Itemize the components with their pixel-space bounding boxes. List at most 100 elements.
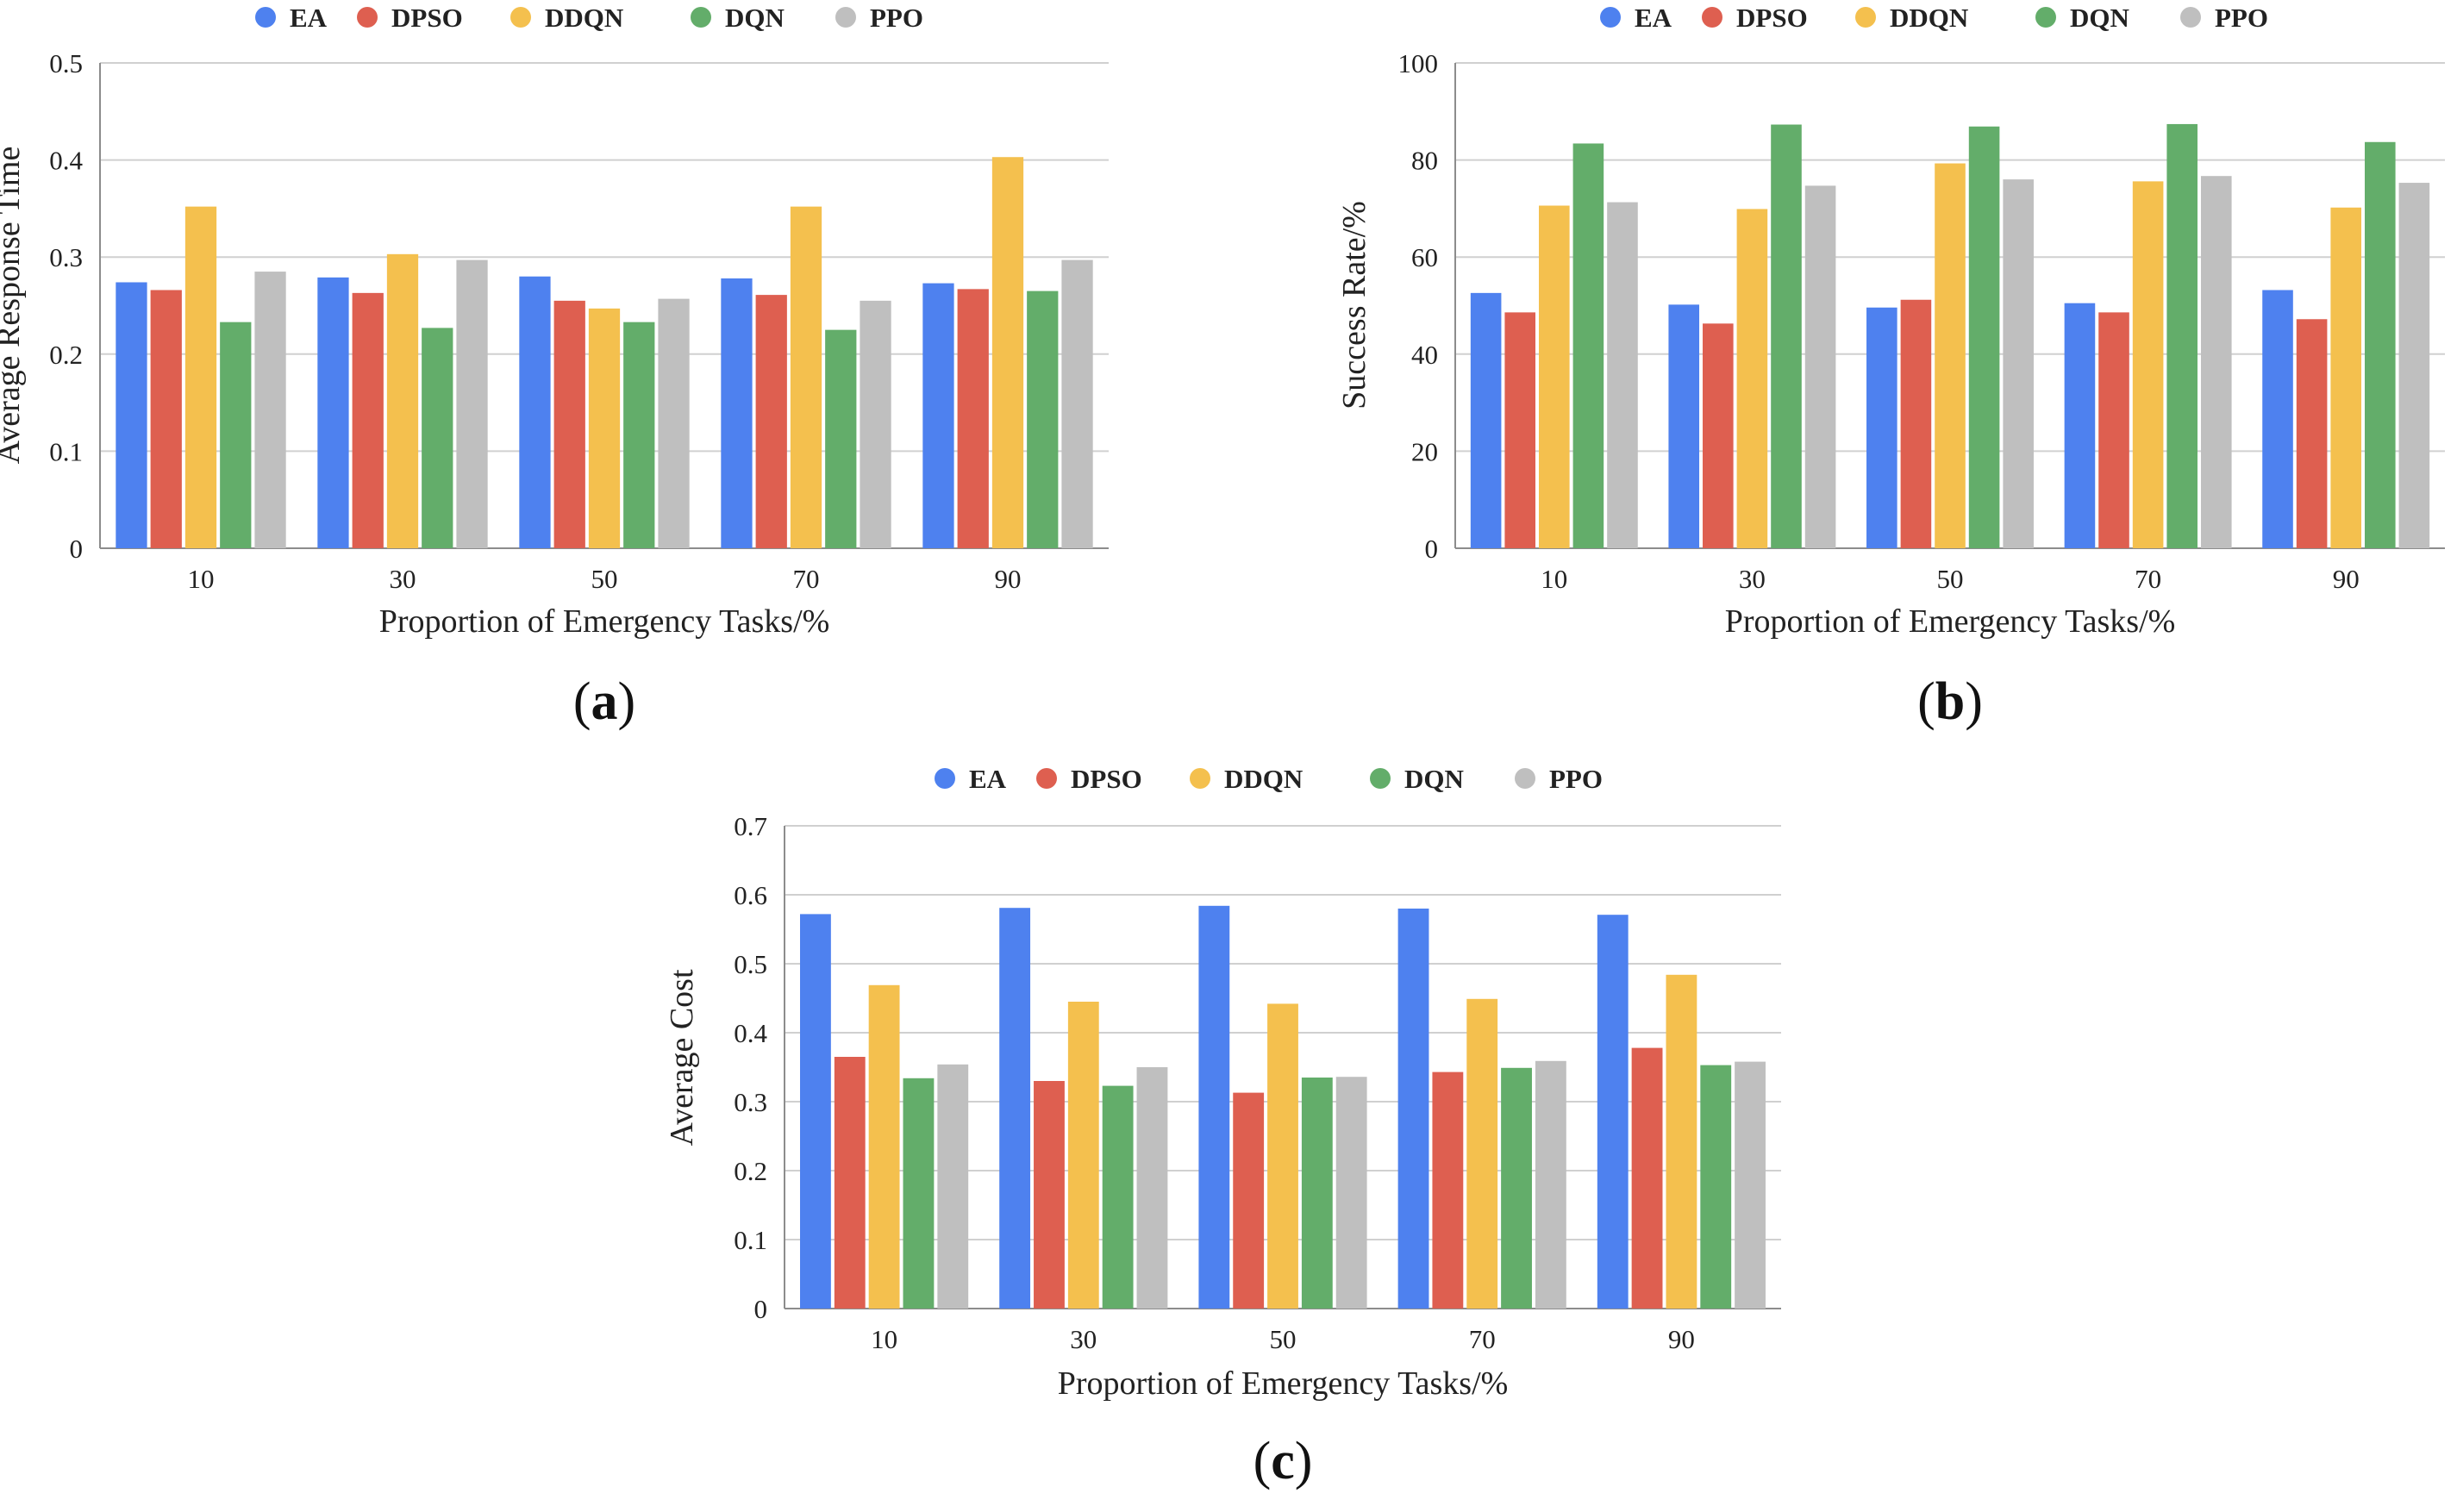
legend-label-dpso: DPSO: [1071, 764, 1142, 794]
x-tick-label: 10: [188, 564, 215, 594]
bar-ppo-50: [658, 298, 690, 548]
legend-marker-dpso: [1702, 7, 1722, 28]
y-tick-label: 0.1: [734, 1225, 767, 1255]
y-tick-label: 80: [1411, 146, 1438, 176]
bar-dqn-70: [1501, 1067, 1532, 1309]
bar-dpso-90: [2296, 319, 2328, 548]
legend-marker-dqn: [2035, 7, 2056, 28]
x-tick-label: 10: [871, 1324, 897, 1354]
legend-marker-dpso: [1036, 768, 1057, 789]
y-tick-label: 0.6: [734, 880, 767, 910]
x-tick-label: 50: [591, 564, 618, 594]
bar-ea-10: [800, 914, 831, 1309]
bar-ppo-30: [456, 259, 488, 548]
bar-ddqn-50: [588, 308, 621, 548]
bar-ea-10: [1470, 292, 1502, 548]
bar-ddqn-10: [1539, 205, 1570, 548]
bar-ddqn-50: [1935, 163, 1966, 548]
x-axis-title: Proportion of Emergency Tasks/%: [379, 603, 830, 640]
x-tick-label: 70: [1469, 1324, 1496, 1354]
bar-ea-10: [116, 282, 147, 548]
bar-ddqn-90: [991, 157, 1024, 549]
panel-label-close-paren: ): [1295, 1432, 1313, 1490]
bar-ddqn-50: [1267, 1003, 1298, 1309]
y-axis-title: Average Response Time: [0, 147, 27, 465]
bar-dpso-90: [1631, 1047, 1663, 1309]
x-tick-label: 70: [793, 564, 820, 594]
legend-marker-ppo: [2180, 7, 2201, 28]
x-tick-label: 90: [1668, 1324, 1695, 1354]
bar-ppo-30: [1136, 1067, 1168, 1309]
bar-ppo-50: [2003, 179, 2034, 548]
bar-ea-50: [1866, 307, 1897, 548]
bar-ppo-70: [860, 300, 891, 548]
bar-dqn-30: [1771, 124, 1802, 548]
legend-label-dqn: DQN: [725, 3, 785, 33]
bar-dpso-70: [2098, 312, 2129, 548]
x-tick-label: 50: [1937, 564, 1964, 594]
bar-ppo-10: [1607, 202, 1638, 548]
x-tick-label: 90: [2333, 564, 2360, 594]
legend: EA DPSO DDQN DQN PPO: [255, 3, 923, 33]
x-tick-label: 30: [1070, 1324, 1097, 1354]
legend-marker-dqn: [1370, 768, 1391, 789]
legend-label-ea: EA: [1635, 3, 1672, 33]
bar-ea-30: [999, 908, 1031, 1309]
bar-dpso-10: [150, 290, 182, 548]
legend-marker-ppo: [1515, 768, 1535, 789]
bar-ddqn-10: [184, 206, 217, 548]
x-tick-label: 90: [995, 564, 1022, 594]
legend-label-ppo: PPO: [870, 3, 923, 33]
bar-ddqn-30: [1067, 1002, 1099, 1309]
x-tick-label: 10: [1541, 564, 1567, 594]
y-axis-title: Success Rate/%: [1336, 201, 1372, 409]
chart-panel-b: 0 20 40 60 80 100 10 30 50 70 90 Proportion of Emer…: [1336, 3, 2445, 731]
legend-label-ddqn: DDQN: [1890, 3, 1968, 33]
legend-marker-ddqn: [1855, 7, 1876, 28]
bar-ppo-70: [2200, 176, 2232, 548]
panel-label-close-paren: ): [1965, 672, 1983, 731]
panel-label-open-paren: (: [1917, 672, 1935, 731]
bar-ea-30: [317, 277, 349, 548]
bar-dpso-10: [1504, 312, 1536, 548]
bar-dpso-30: [1034, 1081, 1065, 1309]
bar-dqn-30: [422, 328, 453, 548]
legend-label-ddqn: DDQN: [545, 3, 623, 33]
panel-label: (b): [1917, 672, 1983, 731]
bar-dpso-30: [1703, 323, 1734, 548]
bar-dpso-50: [553, 300, 585, 548]
legend-marker-ppo: [835, 7, 856, 28]
bar-dpso-50: [1900, 299, 1932, 548]
legend-label-ddqn: DDQN: [1224, 764, 1303, 794]
bar-ddqn-10: [868, 984, 900, 1309]
legend: EA DPSO DDQN DQN PPO: [1600, 3, 2268, 33]
bar-dpso-70: [1432, 1072, 1464, 1309]
bar-ea-30: [1668, 304, 1700, 548]
y-tick-label: 0: [754, 1294, 768, 1324]
chart-panel-a: 0 0.1 0.2 0.3 0.4 0.5 10 30 50 70 90 Proportion of …: [0, 3, 1109, 731]
y-tick-label: 0.5: [734, 949, 767, 979]
legend: EA DPSO DDQN DQN PPO: [935, 764, 1603, 794]
x-tick-label: 50: [1270, 1324, 1297, 1354]
bar-dqn-90: [2364, 141, 2396, 549]
bar-dqn-70: [2166, 123, 2198, 549]
legend-label-ea: EA: [969, 764, 1007, 794]
bar-dqn-10: [903, 1078, 935, 1309]
y-tick-label: 0: [70, 534, 84, 564]
bar-ppo-50: [1335, 1077, 1367, 1309]
bar-dpso-70: [755, 295, 787, 548]
panel-label: (a): [573, 672, 635, 731]
legend-label-ppo: PPO: [1549, 764, 1603, 794]
legend-marker-ddqn: [1190, 768, 1210, 789]
bar-ddqn-70: [2132, 181, 2164, 548]
y-tick-label: 0.2: [734, 1156, 767, 1186]
bar-dpso-10: [834, 1057, 866, 1309]
x-tick-label: 70: [2135, 564, 2161, 594]
x-tick-label: 30: [1739, 564, 1766, 594]
panel-label-open-paren: (: [1254, 1432, 1272, 1490]
bar-dqn-90: [1027, 291, 1059, 548]
bar-dqn-90: [1700, 1065, 1732, 1309]
legend-marker-dpso: [357, 7, 378, 28]
legend-label-ppo: PPO: [2215, 3, 2268, 33]
bar-ppo-70: [1535, 1060, 1566, 1309]
